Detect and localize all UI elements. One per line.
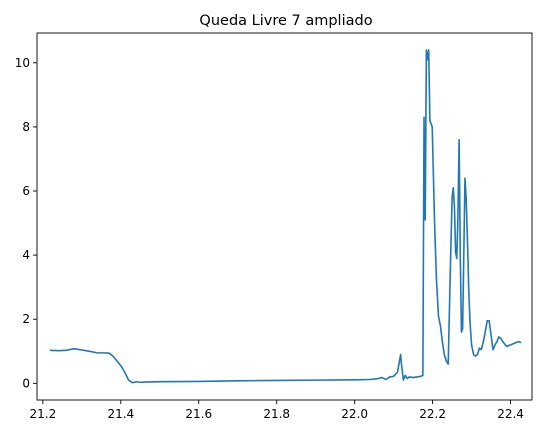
- x-tick-label: 22.4: [497, 407, 524, 421]
- x-tick-label: 21.8: [263, 407, 290, 421]
- x-tick-label: 21.2: [29, 407, 56, 421]
- x-tick-label: 21.6: [185, 407, 212, 421]
- y-tick-label: 0: [22, 376, 30, 390]
- x-tick-label: 21.4: [107, 407, 134, 421]
- x-tick-label: 22.0: [341, 407, 368, 421]
- plot-area: [49, 49, 522, 384]
- axes: 21.2 21.4 21.6 21.8 22.0 22.2 22.4 0 2 4 6 8 10: [15, 32, 533, 421]
- y-tick-label: 6: [22, 184, 30, 198]
- chart-title: Queda Livre 7 ampliado: [199, 13, 372, 29]
- y-tick-label: 8: [22, 120, 30, 134]
- y-tick-label: 4: [22, 248, 30, 262]
- y-tick-label: 2: [22, 312, 30, 326]
- series-line-0: [49, 49, 522, 384]
- axes-frame: [36, 32, 533, 401]
- x-tick-label: 22.2: [419, 407, 446, 421]
- y-tick-label: 10: [15, 56, 30, 70]
